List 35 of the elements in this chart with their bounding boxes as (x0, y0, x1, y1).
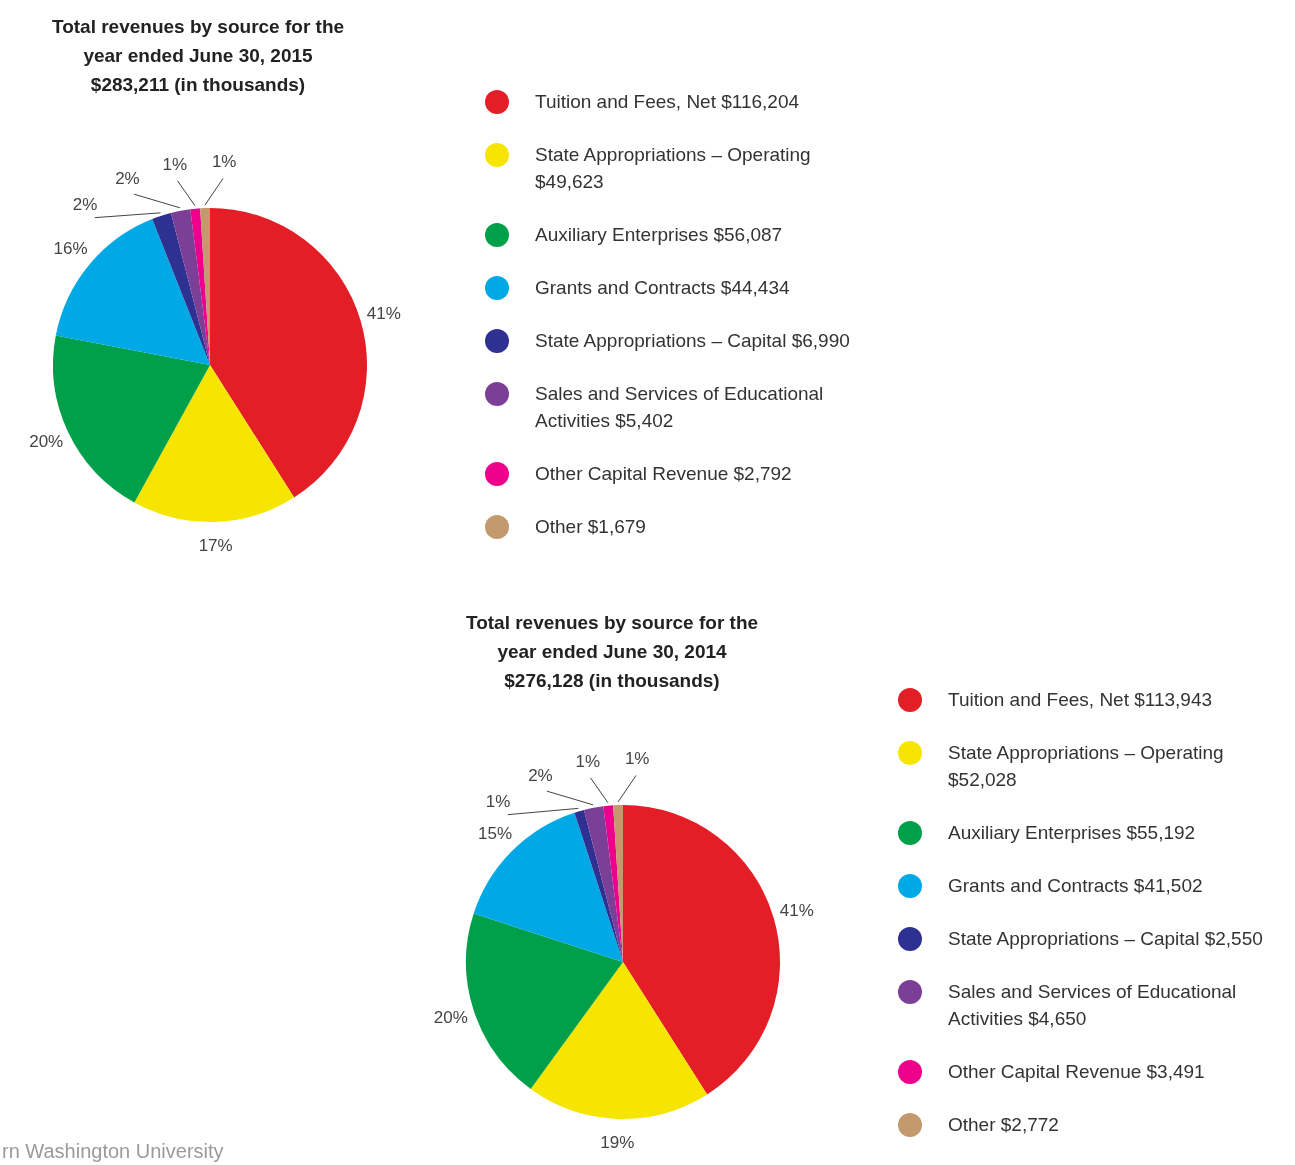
data-label: 19% (600, 1132, 635, 1152)
data-label: 1% (211, 152, 237, 172)
legend-label: Other Capital Revenue $3,491 (948, 1060, 1205, 1084)
data-label: 16% (53, 239, 88, 259)
data-label: 41% (366, 304, 401, 324)
data-label: 20% (29, 431, 64, 451)
legend-label: State Appropriations – Capital $2,550 (948, 927, 1263, 951)
text: rn Washington University (2, 1140, 224, 1163)
data-label: 41% (779, 901, 814, 921)
legend-label: Other $2,772 (948, 1113, 1059, 1137)
data-label: 1% (162, 154, 188, 174)
legend-label: Sales and Services of Educational Activities $5,402 (535, 382, 825, 433)
data-label: 20% (433, 1007, 468, 1027)
legend-label: Other Capital Revenue $2,792 (535, 462, 792, 486)
legend-label: Sales and Services of Educational Activities $4,650 (948, 980, 1238, 1031)
legend-label: Tuition and Fees, Net $116,204 (535, 90, 800, 114)
data-label: 1% (624, 749, 650, 769)
legend-label: Auxiliary Enterprises $56,087 (535, 223, 783, 247)
data-label: 2% (528, 766, 553, 786)
legend-label: Tuition and Fees, Net $113,943 (948, 688, 1213, 712)
legend-label: Grants and Contracts $41,502 (948, 874, 1203, 898)
data-label: 2% (72, 194, 98, 214)
data-label: 15% (478, 823, 513, 843)
legend-label: State Appropriations – Capital $6,990 (535, 329, 850, 353)
legend-label: State Appropriations – Operating $52,028 (948, 741, 1225, 792)
legend-label: Other $1,679 (535, 515, 646, 539)
data-label: 1% (575, 751, 601, 771)
chart-title: Total revenues by source for the year ended June 30, 2014 $276,128 (in thousands) (464, 611, 760, 693)
chart-title: Total revenues by source for the year ended June 30, 2015 $283,211 (in thousands) (50, 15, 346, 97)
legend-label: State Appropriations – Operating $49,623 (535, 143, 812, 194)
data-label: 17% (198, 535, 233, 555)
legend-label: Grants and Contracts $44,434 (535, 276, 790, 300)
legend-label: Auxiliary Enterprises $55,192 (948, 821, 1196, 845)
data-label: 2% (115, 169, 140, 189)
data-label: 1% (485, 791, 511, 811)
